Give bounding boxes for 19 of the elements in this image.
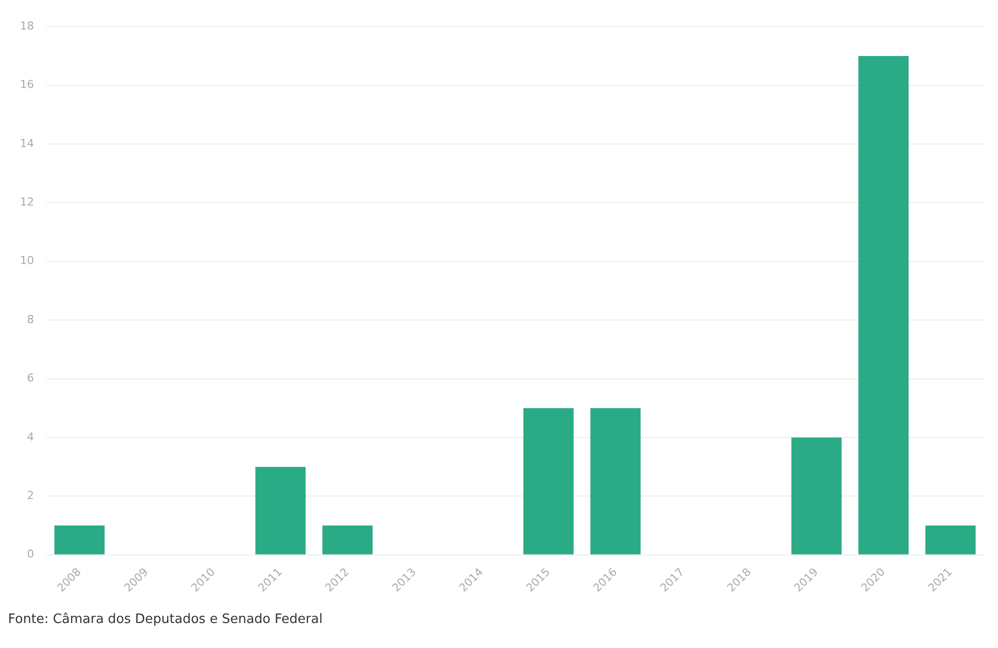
y-tick-label: 18: [20, 19, 34, 32]
y-tick-label: 10: [20, 254, 34, 268]
y-tick-label: 0: [26, 548, 34, 561]
bar: [858, 56, 909, 554]
y-tick-label: 6: [26, 372, 34, 385]
bar: [255, 466, 306, 554]
y-tick-label: 2: [26, 489, 34, 502]
bar: [322, 526, 373, 554]
y-tick-label: 4: [26, 430, 34, 444]
source-note: Fonte: Câmara dos Deputados e Senado Federal: [8, 612, 324, 627]
bar: [523, 408, 574, 554]
bar: [54, 526, 105, 554]
bar: [925, 526, 976, 554]
y-tick-label: 12: [20, 196, 34, 209]
y-tick-label: 8: [26, 312, 34, 326]
y-tick-label: 16: [20, 78, 34, 92]
y-tick-label: 14: [20, 136, 34, 150]
bar: [791, 437, 842, 554]
bar: [590, 408, 641, 554]
